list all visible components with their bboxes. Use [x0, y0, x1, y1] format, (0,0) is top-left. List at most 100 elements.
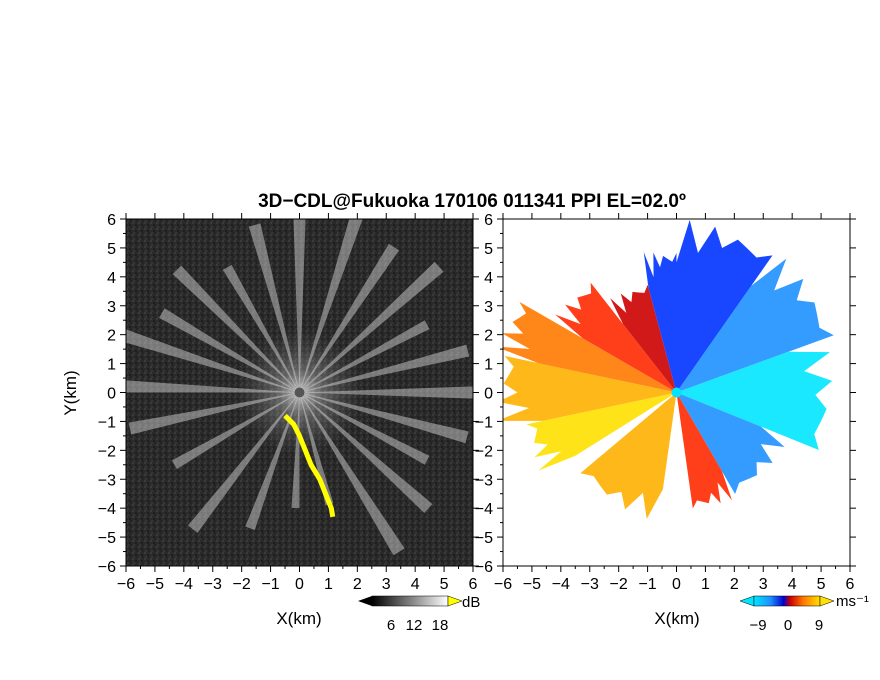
velocity-sector [503, 355, 677, 421]
y-tick-label: 4 [107, 270, 116, 287]
reflectivity-ray [291, 392, 300, 509]
y-tick-label: −3 [475, 472, 493, 489]
x-tick-label: 6 [469, 576, 478, 593]
x-tick-label: 3 [382, 576, 391, 593]
y-tick-label: −4 [98, 501, 116, 518]
reflectivity-ylabel: Y(km) [61, 370, 80, 415]
reflectivity-ray [299, 219, 363, 393]
x-tick-label: −2 [233, 576, 251, 593]
x-tick-label: 2 [730, 576, 739, 593]
y-tick-label: −3 [98, 472, 116, 489]
x-tick-label: 4 [411, 576, 420, 593]
x-tick-label: −1 [638, 576, 656, 593]
velocity-sector [676, 219, 773, 393]
x-tick-label: −6 [494, 576, 512, 593]
x-tick-label: −3 [581, 576, 599, 593]
reflectivity-ray [299, 392, 469, 444]
reflectivity-ray [299, 392, 433, 514]
colorbar-low-arrow [358, 596, 372, 606]
colorbar-unit: ms⁻¹ [836, 593, 869, 610]
reflectivity-ray [172, 265, 300, 393]
y-tick-label: 1 [484, 357, 493, 374]
colorbar-tick: −9 [749, 617, 766, 634]
y-tick-label: 3 [107, 299, 116, 316]
radar-site [671, 387, 682, 398]
reflectivity-ray [248, 223, 300, 393]
colorbar-high-arrow [819, 595, 835, 607]
velocity-sector [526, 392, 677, 471]
reflectivity-colorbar: dB 6 12 18 [358, 594, 480, 634]
reflectivity-ray [299, 386, 473, 399]
y-tick-label: 1 [107, 357, 116, 374]
colorbar-unit: dB [462, 594, 480, 611]
x-tick-label: −1 [261, 576, 279, 593]
reflectivity-ray [126, 329, 300, 393]
velocity-sector [676, 351, 833, 450]
x-tick-label: −5 [523, 576, 541, 593]
colorbar-tick: 9 [815, 617, 823, 634]
velocity-sector [610, 284, 677, 393]
velocity-sector [643, 251, 677, 393]
chart-title: 3D−CDL@Fukuoka 170106 011341 PPI EL=02.0… [258, 191, 686, 212]
velocity-xlabel: X(km) [654, 609, 699, 628]
reflectivity-ray [187, 392, 300, 533]
colorbar-tick: 18 [432, 617, 449, 634]
velocity-sector [555, 282, 677, 393]
radar-site [294, 387, 305, 398]
reflectivity-ray [126, 380, 300, 393]
velocity-colorbar: ms⁻¹ −9 0 9 [739, 593, 869, 634]
y-tick-label: −2 [98, 443, 116, 460]
reflectivity-ray [299, 392, 405, 556]
reflectivity-ray [299, 392, 430, 465]
x-tick-label: 0 [295, 576, 304, 593]
velocity-sector [676, 258, 834, 393]
x-tick-label: −2 [610, 576, 628, 593]
x-tick-label: −4 [552, 576, 570, 593]
reflectivity-ray [299, 320, 430, 393]
x-tick-label: 0 [672, 576, 681, 593]
y-tick-label: 2 [484, 328, 493, 345]
velocity-sector [580, 392, 677, 519]
colorbar-tick: 12 [406, 617, 423, 634]
y-tick-label: 0 [484, 386, 493, 403]
y-tick-label: 4 [484, 270, 493, 287]
y-tick-label: −1 [98, 414, 116, 431]
x-tick-label: 5 [440, 576, 449, 593]
y-tick-label: 6 [107, 212, 116, 229]
x-tick-label: 5 [817, 576, 826, 593]
y-tick-label: 5 [484, 241, 493, 258]
y-tick-label: −2 [475, 443, 493, 460]
x-tick-label: 4 [788, 576, 797, 593]
reflectivity-ray [299, 392, 334, 506]
y-tick-label: 0 [107, 386, 116, 403]
y-tick-label: 6 [484, 212, 493, 229]
x-tick-label: −3 [204, 576, 222, 593]
x-tick-label: 1 [324, 576, 333, 593]
velocity-sector [676, 392, 732, 509]
reflectivity-ray [299, 243, 400, 393]
colorbar-gradient [371, 595, 449, 607]
reflectivity-ray [171, 392, 300, 470]
reflectivity-ray [293, 219, 306, 393]
reflectivity-xlabel: X(km) [276, 609, 321, 628]
y-tick-label: −5 [98, 530, 116, 547]
reflectivity-ray [299, 261, 444, 393]
reflectivity-ray [159, 308, 300, 393]
reflectivity-ray [299, 344, 470, 393]
y-tick-label: −5 [475, 530, 493, 547]
x-tick-label: 2 [353, 576, 362, 593]
y-tick-label: 3 [484, 299, 493, 316]
reflectivity-ray [222, 264, 300, 393]
velocity-sector [503, 301, 677, 393]
colorbar-tick: 0 [784, 617, 792, 634]
y-tick-label: −1 [475, 414, 493, 431]
velocity-panel: −6 −5 −4 −3 −2 −1 0 1 2 3 4 5 6 −6 −5 −4 −3 −2 −1 0 1 2 3 4 5 6 X… [475, 212, 869, 634]
y-tick-label: 5 [107, 241, 116, 258]
colorbar-tick: 6 [387, 617, 395, 634]
y-tick-label: −6 [475, 559, 493, 576]
echo-highlight [283, 413, 336, 518]
colorbar-high-arrow [447, 595, 463, 607]
colorbar-gradient [753, 595, 821, 607]
